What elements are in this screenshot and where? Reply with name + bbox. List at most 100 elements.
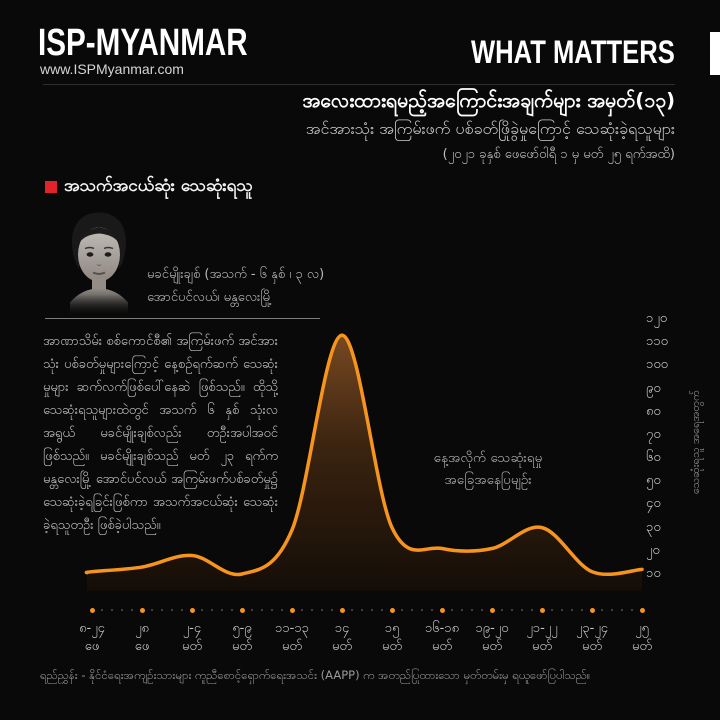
x-tick-date: ၂၃-၂၄	[575, 621, 609, 636]
y-tick-label: ၄၀	[646, 496, 661, 512]
y-tick-label: ၁၂၀	[646, 311, 668, 326]
x-tick-month: မတ်	[631, 639, 653, 654]
x-tick-month: မတ်	[331, 639, 353, 654]
x-tick-date: ၁၅	[384, 621, 400, 636]
x-tick-month: မတ်	[531, 639, 553, 654]
y-tick-label: ၈၀	[646, 403, 661, 419]
header-divider	[43, 84, 675, 85]
axis-dot-major	[389, 607, 395, 613]
x-tick-label: ၁၄မတ်	[312, 620, 372, 656]
caption-divider	[45, 318, 320, 319]
axis-dot-minor	[561, 609, 563, 611]
x-tick-label: ၂-၄မတ်	[162, 620, 222, 656]
y-tick-label: ၆၀	[646, 450, 661, 466]
title-block: အလေးထားရမည့်အကြောင်းအချက်များ အမှတ်(၁၃) …	[302, 89, 675, 163]
axis-dot-minor	[331, 609, 333, 611]
x-tick-month: ဖေ	[134, 639, 150, 654]
axis-dot-minor	[481, 609, 483, 611]
y-tick-label: ၁၀	[646, 566, 661, 581]
source-note: ရည်ညွှန်း - နိုင်ငံရေးအကျဉ်းသားများ ကူညီ…	[40, 668, 591, 682]
x-tick-date: ၁၆-၁၈	[424, 621, 460, 636]
axis-dot-minor	[351, 609, 353, 611]
x-tick-date: ၁၄	[334, 621, 350, 636]
x-tick-label: ၂၁-၂၂မတ်	[512, 620, 572, 656]
axis-dot-major	[639, 607, 645, 613]
x-tick-month: မတ်	[181, 639, 203, 654]
axis-dot-major	[239, 607, 245, 613]
chart-annotation-line1: နေ့အလိုက် သေဆုံးရမှု	[433, 450, 543, 466]
page-subtitle: အင်အားသုံး အကြမ်းဖက် ပစ်ခတ်ဖြိုခွဲမှုကြေ…	[305, 119, 675, 138]
x-tick-label: ၂၈ဖေ	[112, 620, 172, 656]
victim-location: အောင်ပင်လယ်၊ မန္တလေးမြို့	[147, 290, 272, 305]
axis-dot-minor	[271, 609, 273, 611]
axis-dot-minor	[551, 609, 553, 611]
axis-dot-minor	[281, 609, 283, 611]
x-tick-month: မတ်	[431, 639, 453, 654]
axis-dot-minor	[401, 609, 403, 611]
axis-dot-major	[189, 607, 195, 613]
axis-dot-minor	[201, 609, 203, 611]
y-tick-label: ၁၁၀	[646, 334, 668, 350]
x-tick-label: ၂၅မတ်	[612, 620, 672, 656]
x-tick-month: မတ်	[231, 639, 253, 654]
axis-dot-minor	[151, 609, 153, 611]
x-tick-label: ၁၁-၁၃ မတ်	[262, 620, 322, 656]
x-tick-date: ၂၈	[135, 621, 149, 636]
axis-dot-minor	[601, 609, 603, 611]
x-tick-month: မတ်	[281, 639, 303, 654]
axis-dot-minor	[381, 609, 383, 611]
axis-dot-minor	[181, 609, 183, 611]
axis-dot-minor	[621, 609, 623, 611]
axis-dot-minor	[571, 609, 573, 611]
x-tick-date: ၅-၉	[232, 621, 252, 636]
axis-dot-major	[589, 607, 595, 613]
logo-url: www.ISPMyanmar.com	[40, 61, 184, 77]
y-tick-label: ၅၀	[646, 473, 661, 489]
axis-dot-major	[439, 607, 445, 613]
axis-dot-minor	[581, 609, 583, 611]
chart-annotation: နေ့အလိုက် သေဆုံးရမှု အခြေအနေပြမျဉ်း	[398, 447, 578, 491]
axis-dot-minor	[261, 609, 263, 611]
x-tick-month: မတ်	[381, 639, 403, 654]
victim-name-age: မခင်မျိုးချစ် (အသက် - ၆ နှစ် ၊ ၃ လ)	[147, 267, 325, 282]
axis-dot-minor	[111, 609, 113, 611]
axis-dot-minor	[471, 609, 473, 611]
axis-dot-minor	[421, 609, 423, 611]
x-tick-month: ဖေ	[84, 639, 100, 654]
axis-dot-minor	[321, 609, 323, 611]
axis-dot-minor	[221, 609, 223, 611]
logo-isp-myanmar: ISP-MYANMAR	[38, 22, 248, 64]
axis-dot-minor	[101, 609, 103, 611]
axis-dot-major	[89, 607, 95, 613]
axis-dot-major	[139, 607, 145, 613]
axis-dot-minor	[161, 609, 163, 611]
axis-dot-minor	[501, 609, 503, 611]
axis-dot-minor	[231, 609, 233, 611]
chart-annotation-line2: အခြေအနေပြမျဉ်း	[444, 472, 532, 488]
axis-dot-minor	[461, 609, 463, 611]
axis-dot-minor	[311, 609, 313, 611]
brand-white-bar	[710, 32, 720, 75]
x-tick-date: ၂၅	[635, 621, 649, 636]
section-heading: အသက်အငယ်ဆုံး သေဆုံးရသူ	[64, 176, 253, 196]
brand-what-matters: WHAT MATTERS	[471, 34, 675, 70]
x-tick-date: ၁၉-၂၀	[475, 621, 509, 636]
red-square-bullet	[45, 181, 57, 193]
axis-dot-minor	[431, 609, 433, 611]
x-tick-date: ၂-၄	[182, 621, 202, 636]
date-range: (၂၀၂၁ ခုနှစ် ဖေဖော်ဝါရီ ၁ မှ မတ် ၂၅ ရက်အ…	[442, 147, 675, 162]
axis-dot-minor	[611, 609, 613, 611]
child-photo	[64, 212, 134, 317]
y-tick-label: ၉၀	[646, 380, 661, 396]
y-tick-label: ၇၀	[646, 426, 661, 442]
x-tick-date: ၂၁-၂၂	[526, 621, 558, 636]
y-tick-label: ၁၀၀	[646, 357, 668, 373]
body-paragraph: အာဏာသိမ်း စစ်ကောင်စီ၏ အကြမ်းဖက် အင်အားသု…	[43, 334, 278, 533]
axis-dot-major	[539, 607, 545, 613]
axis-dot-major	[489, 607, 495, 613]
x-tick-label: ၁၅မတ်	[362, 620, 422, 656]
axis-dot-minor	[371, 609, 373, 611]
photo-caption: မခင်မျိုးချစ် (အသက် - ၆ နှစ် ၊ ၃ လ) အောင…	[147, 265, 324, 307]
x-tick-label: ၅-၉မတ်	[212, 620, 272, 656]
